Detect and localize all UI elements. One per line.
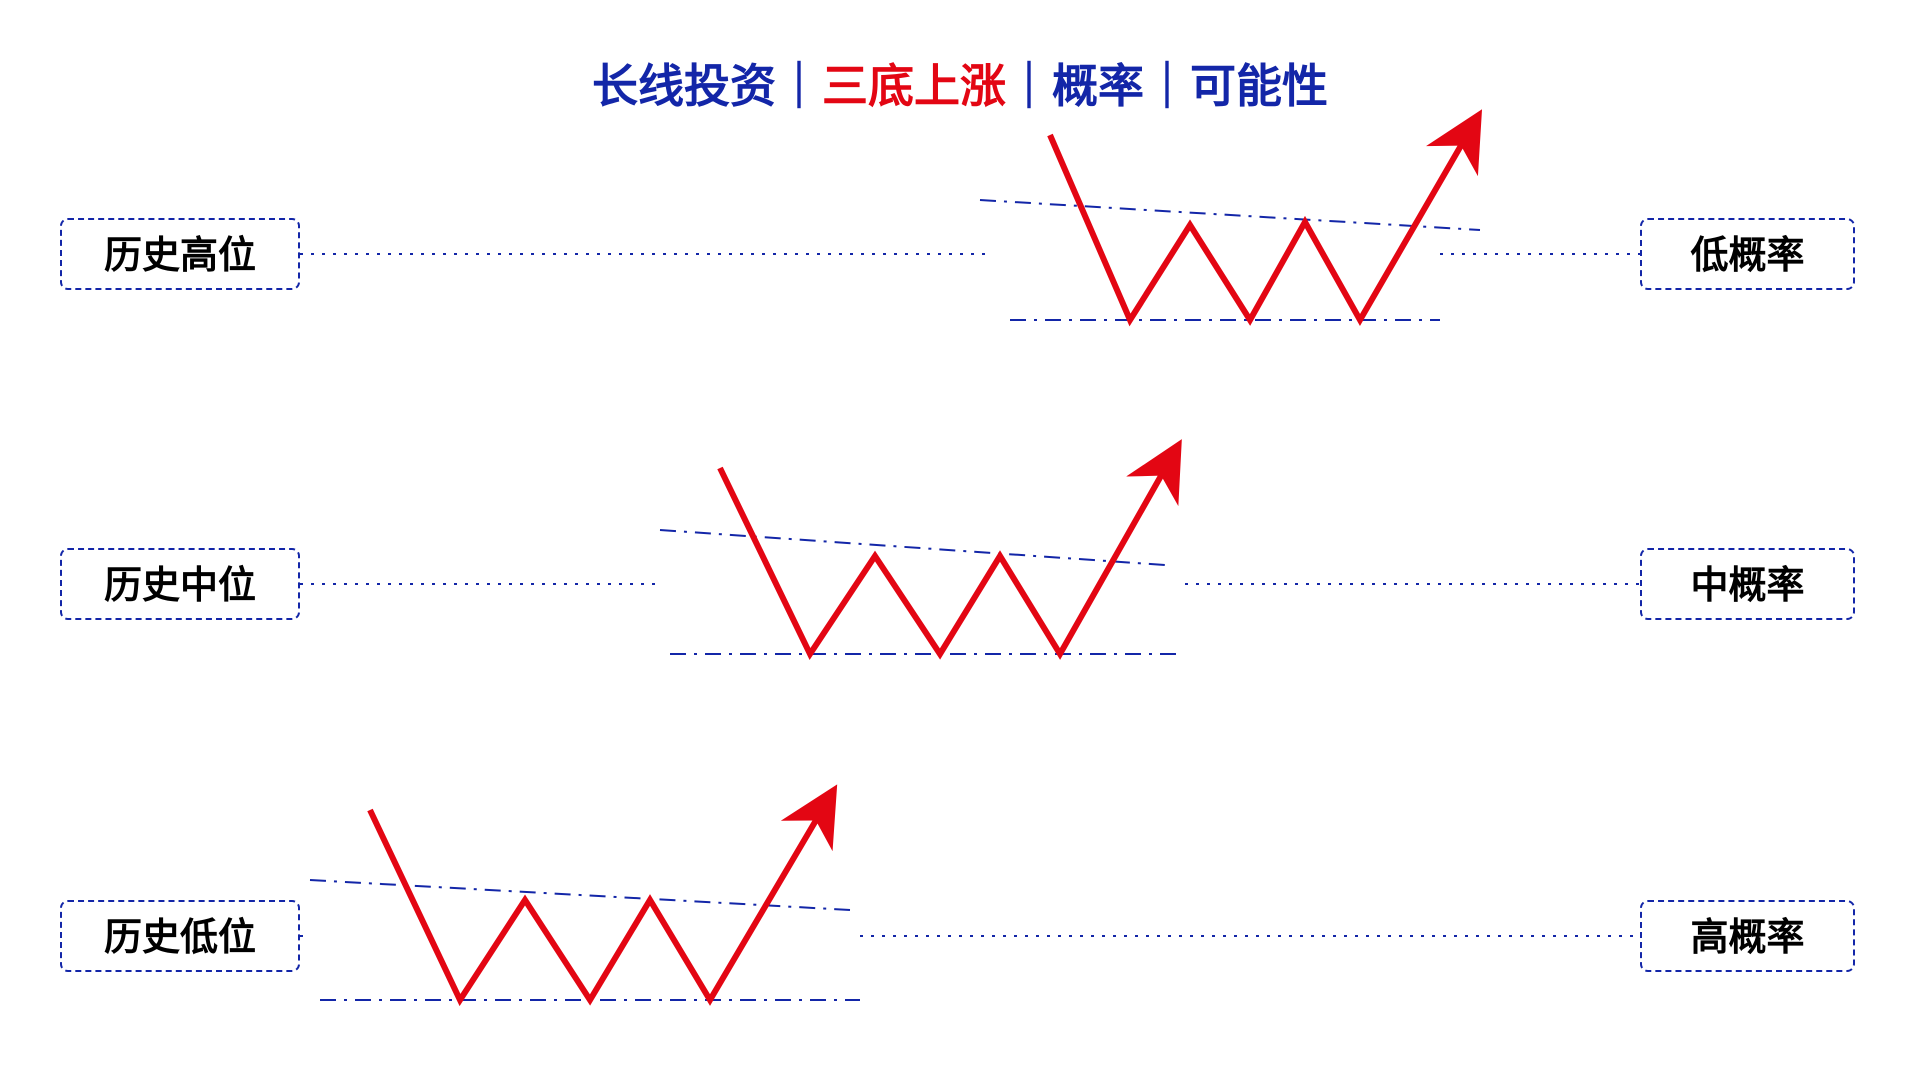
triple-bottom-pattern [1050,130,1470,320]
left-level-label: 历史中位 [60,548,300,620]
title-part: 三底上涨 [822,50,1006,116]
left-level-label: 历史低位 [60,900,300,972]
right-probability-label: 高概率 [1640,900,1855,972]
title-separator: ｜ [1006,50,1052,116]
left-level-label: 历史高位 [60,218,300,290]
resistance-line [980,200,1480,230]
right-probability-label: 中概率 [1640,548,1855,620]
title-part: 长线投资 [592,50,776,116]
resistance-line [660,530,1165,565]
resistance-line [310,880,850,910]
title-separator: ｜ [776,50,822,116]
title-part: 可能性 [1190,50,1328,116]
title-separator: ｜ [1144,50,1190,116]
triple-bottom-pattern [370,805,825,1000]
page-title: 长线投资 ｜ 三底上涨 ｜ 概率 ｜ 可能性 [0,50,1920,116]
triple-bottom-pattern [720,460,1170,654]
title-part: 概率 [1052,50,1144,116]
right-probability-label: 低概率 [1640,218,1855,290]
